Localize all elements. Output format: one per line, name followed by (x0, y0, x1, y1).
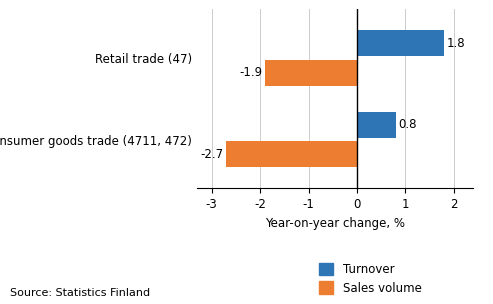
Text: 1.8: 1.8 (447, 37, 466, 50)
Bar (357, 30, 444, 57)
Text: 0.8: 0.8 (399, 118, 417, 131)
X-axis label: Year-on-year change, %: Year-on-year change, % (265, 217, 405, 230)
Bar (265, 60, 357, 86)
Bar (226, 141, 357, 167)
Bar (357, 112, 396, 138)
Text: -1.9: -1.9 (239, 66, 262, 79)
Text: -2.7: -2.7 (200, 148, 223, 161)
Text: Source: Statistics Finland: Source: Statistics Finland (10, 288, 150, 298)
Legend: Turnover, Sales volume: Turnover, Sales volume (319, 263, 422, 295)
